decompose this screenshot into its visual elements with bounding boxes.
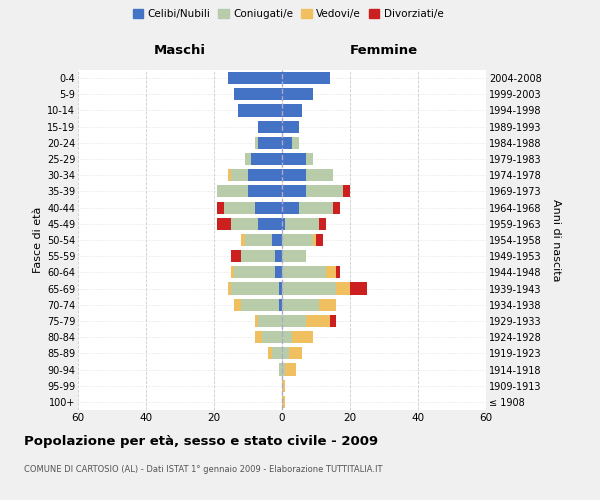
Bar [282, 137, 292, 149]
Bar [282, 169, 306, 181]
Bar [292, 137, 299, 149]
Text: Femmine: Femmine [350, 44, 418, 58]
Bar [282, 298, 319, 311]
Text: COMUNE DI CARTOSIO (AL) - Dati ISTAT 1° gennaio 2009 - Elaborazione TUTTITALIA.I: COMUNE DI CARTOSIO (AL) - Dati ISTAT 1° … [24, 465, 383, 474]
Bar [282, 380, 286, 392]
Bar [289, 348, 302, 360]
Bar [306, 315, 329, 327]
Bar [282, 282, 337, 294]
Legend: Celibi/Nubili, Coniugati/e, Vedovi/e, Divorziati/e: Celibi/Nubili, Coniugati/e, Vedovi/e, Di… [128, 5, 448, 24]
Bar [282, 396, 286, 408]
Bar [217, 186, 248, 198]
Bar [235, 298, 241, 311]
Bar [258, 120, 282, 132]
Bar [275, 250, 282, 262]
Bar [343, 186, 350, 198]
Bar [282, 234, 313, 246]
Bar [282, 250, 306, 262]
Bar [231, 169, 248, 181]
Bar [248, 169, 282, 181]
Bar [245, 234, 272, 246]
Bar [258, 218, 282, 230]
Bar [313, 234, 316, 246]
Bar [282, 315, 306, 327]
Bar [282, 202, 299, 213]
Bar [278, 298, 282, 311]
Bar [255, 202, 282, 213]
Bar [333, 202, 340, 213]
Bar [231, 218, 258, 230]
Bar [316, 234, 323, 246]
Bar [255, 137, 258, 149]
Text: Popolazione per età, sesso e stato civile - 2009: Popolazione per età, sesso e stato civil… [24, 435, 378, 448]
Bar [227, 282, 231, 294]
Bar [255, 315, 258, 327]
Bar [258, 315, 282, 327]
Bar [217, 202, 224, 213]
Bar [255, 331, 262, 343]
Bar [306, 186, 343, 198]
Bar [258, 137, 282, 149]
Bar [282, 364, 286, 376]
Bar [282, 266, 326, 278]
Bar [286, 218, 319, 230]
Bar [231, 266, 235, 278]
Bar [245, 153, 251, 165]
Bar [350, 282, 367, 294]
Bar [238, 104, 282, 117]
Bar [248, 186, 282, 198]
Y-axis label: Anni di nascita: Anni di nascita [551, 198, 561, 281]
Bar [241, 250, 275, 262]
Bar [306, 169, 333, 181]
Bar [231, 250, 241, 262]
Bar [268, 348, 272, 360]
Bar [217, 218, 231, 230]
Bar [278, 282, 282, 294]
Bar [227, 169, 231, 181]
Bar [282, 153, 306, 165]
Bar [282, 218, 286, 230]
Bar [337, 266, 340, 278]
Bar [262, 331, 282, 343]
Bar [224, 202, 255, 213]
Bar [272, 348, 282, 360]
Bar [282, 120, 299, 132]
Bar [231, 282, 278, 294]
Bar [326, 266, 337, 278]
Bar [275, 266, 282, 278]
Bar [282, 186, 306, 198]
Bar [278, 364, 282, 376]
Bar [286, 364, 296, 376]
Bar [235, 88, 282, 101]
Bar [282, 88, 313, 101]
Bar [241, 298, 278, 311]
Bar [282, 72, 329, 84]
Y-axis label: Fasce di età: Fasce di età [32, 207, 43, 273]
Bar [282, 104, 302, 117]
Bar [282, 331, 292, 343]
Bar [329, 315, 337, 327]
Bar [251, 153, 282, 165]
Bar [319, 298, 337, 311]
Bar [272, 234, 282, 246]
Bar [299, 202, 333, 213]
Bar [227, 72, 282, 84]
Bar [337, 282, 350, 294]
Bar [282, 348, 289, 360]
Bar [235, 266, 275, 278]
Bar [319, 218, 326, 230]
Bar [241, 234, 245, 246]
Bar [306, 153, 313, 165]
Text: Maschi: Maschi [154, 44, 206, 58]
Bar [292, 331, 313, 343]
